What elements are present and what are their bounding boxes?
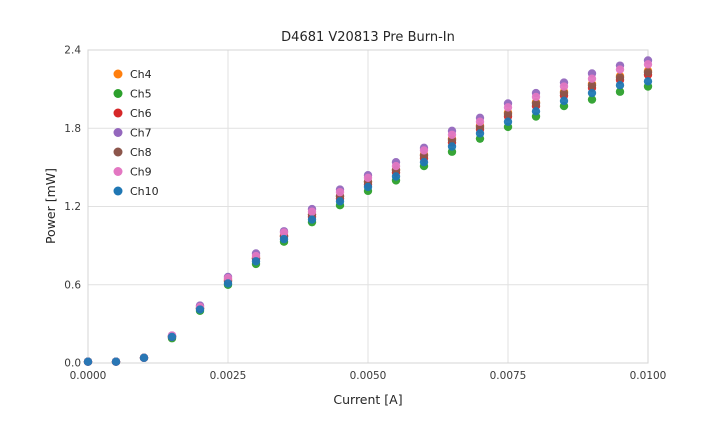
data-point-ch9 — [559, 82, 569, 91]
legend-item-ch7[interactable]: Ch7 — [113, 127, 152, 140]
chart-title: D4681 V20813 Pre Burn-In — [281, 30, 455, 45]
data-point-ch10 — [167, 332, 177, 342]
data-point-ch10 — [447, 142, 457, 151]
legend-item-ch8[interactable]: Ch8 — [113, 146, 152, 159]
data-point-ch10 — [615, 81, 625, 90]
legend-label-ch10: Ch10 — [130, 185, 159, 198]
data-point-ch5 — [587, 95, 597, 104]
data-point-ch9 — [475, 117, 485, 126]
x-tick-label: 0.0025 — [210, 370, 247, 382]
legend-label-ch4: Ch4 — [130, 68, 152, 81]
data-point-ch9 — [307, 207, 317, 216]
data-point-ch10 — [195, 305, 205, 314]
data-point-ch9 — [335, 187, 345, 197]
data-point-ch10 — [559, 96, 569, 106]
data-point-ch10 — [139, 353, 149, 362]
data-point-ch10 — [223, 279, 233, 288]
data-point-ch9 — [363, 173, 373, 183]
y-axis-label: Power [mW] — [43, 168, 58, 244]
data-point-ch8 — [643, 67, 653, 77]
legend-item-ch4[interactable]: Ch4 — [113, 68, 152, 81]
data-point-ch10 — [531, 107, 541, 116]
data-point-ch9 — [391, 161, 401, 171]
legend-label-ch8: Ch8 — [130, 146, 152, 159]
legend-item-ch10[interactable]: Ch10 — [113, 185, 159, 198]
legend-marker-ch4 — [113, 69, 123, 79]
legend-marker-ch9 — [113, 167, 123, 176]
legend-item-ch5[interactable]: Ch5 — [113, 88, 152, 101]
y-tick-label: 1.8 — [64, 123, 81, 135]
legend-label-ch6: Ch6 — [130, 107, 152, 120]
legend: Ch4 Ch5 Ch6 Ch7 Ch8 Ch9 Ch10 — [113, 68, 159, 198]
data-point-ch5 — [615, 87, 625, 96]
legend-marker-ch7 — [113, 128, 123, 137]
data-point-ch9 — [587, 74, 597, 83]
legend-item-ch6[interactable]: Ch6 — [113, 107, 152, 120]
tick-layer: 0.0000 0.0025 0.0050 0.0075 0.0100 0.0 0.6 1.2 1… — [64, 45, 666, 383]
data-point-ch10 — [111, 357, 121, 366]
legend-marker-ch10 — [113, 186, 123, 196]
data-point-ch10 — [503, 117, 513, 126]
data-point-ch10 — [475, 129, 485, 138]
data-point-ch8 — [587, 81, 597, 90]
data-point-ch9 — [279, 228, 289, 237]
data-point-ch8 — [559, 88, 569, 98]
data-point-ch10 — [83, 357, 93, 366]
y-tick-label: 0.0 — [64, 358, 81, 370]
points-layer — [83, 56, 653, 366]
x-tick-label: 0.0050 — [350, 370, 387, 382]
data-point-ch10 — [419, 157, 429, 167]
data-point-ch8 — [531, 99, 541, 108]
data-point-ch8 — [503, 109, 513, 119]
data-point-ch10 — [643, 77, 653, 86]
legend-label-ch7: Ch7 — [130, 127, 152, 140]
data-point-ch10 — [251, 257, 261, 266]
data-point-ch10 — [307, 215, 317, 224]
legend-label-ch5: Ch5 — [130, 88, 152, 101]
y-tick-label: 2.4 — [64, 45, 81, 57]
data-point-ch8 — [615, 73, 625, 82]
data-point-ch9 — [643, 60, 653, 69]
data-point-ch10 — [279, 234, 289, 244]
y-tick-label: 1.2 — [64, 201, 81, 213]
legend-item-ch9[interactable]: Ch9 — [113, 166, 152, 179]
legend-marker-ch6 — [113, 108, 123, 118]
legend-label-ch9: Ch9 — [130, 166, 152, 179]
plot-border — [87, 49, 649, 364]
x-tick-label: 0.0000 — [70, 370, 107, 382]
data-point-ch9 — [419, 146, 429, 155]
x-tick-label: 0.0075 — [490, 370, 527, 382]
data-point-ch10 — [587, 88, 597, 98]
data-point-ch10 — [335, 197, 345, 206]
x-tick-label: 0.0100 — [630, 370, 667, 382]
data-point-ch10 — [363, 182, 373, 192]
legend-marker-ch5 — [113, 89, 123, 98]
data-point-ch9 — [531, 92, 541, 102]
legend-marker-ch8 — [113, 147, 123, 157]
data-point-ch9 — [447, 130, 457, 139]
data-point-ch9 — [615, 65, 625, 74]
data-point-ch9 — [503, 103, 513, 112]
data-point-ch10 — [391, 172, 401, 181]
x-axis-label: Current [A] — [333, 392, 402, 407]
y-tick-label: 0.6 — [64, 279, 81, 291]
